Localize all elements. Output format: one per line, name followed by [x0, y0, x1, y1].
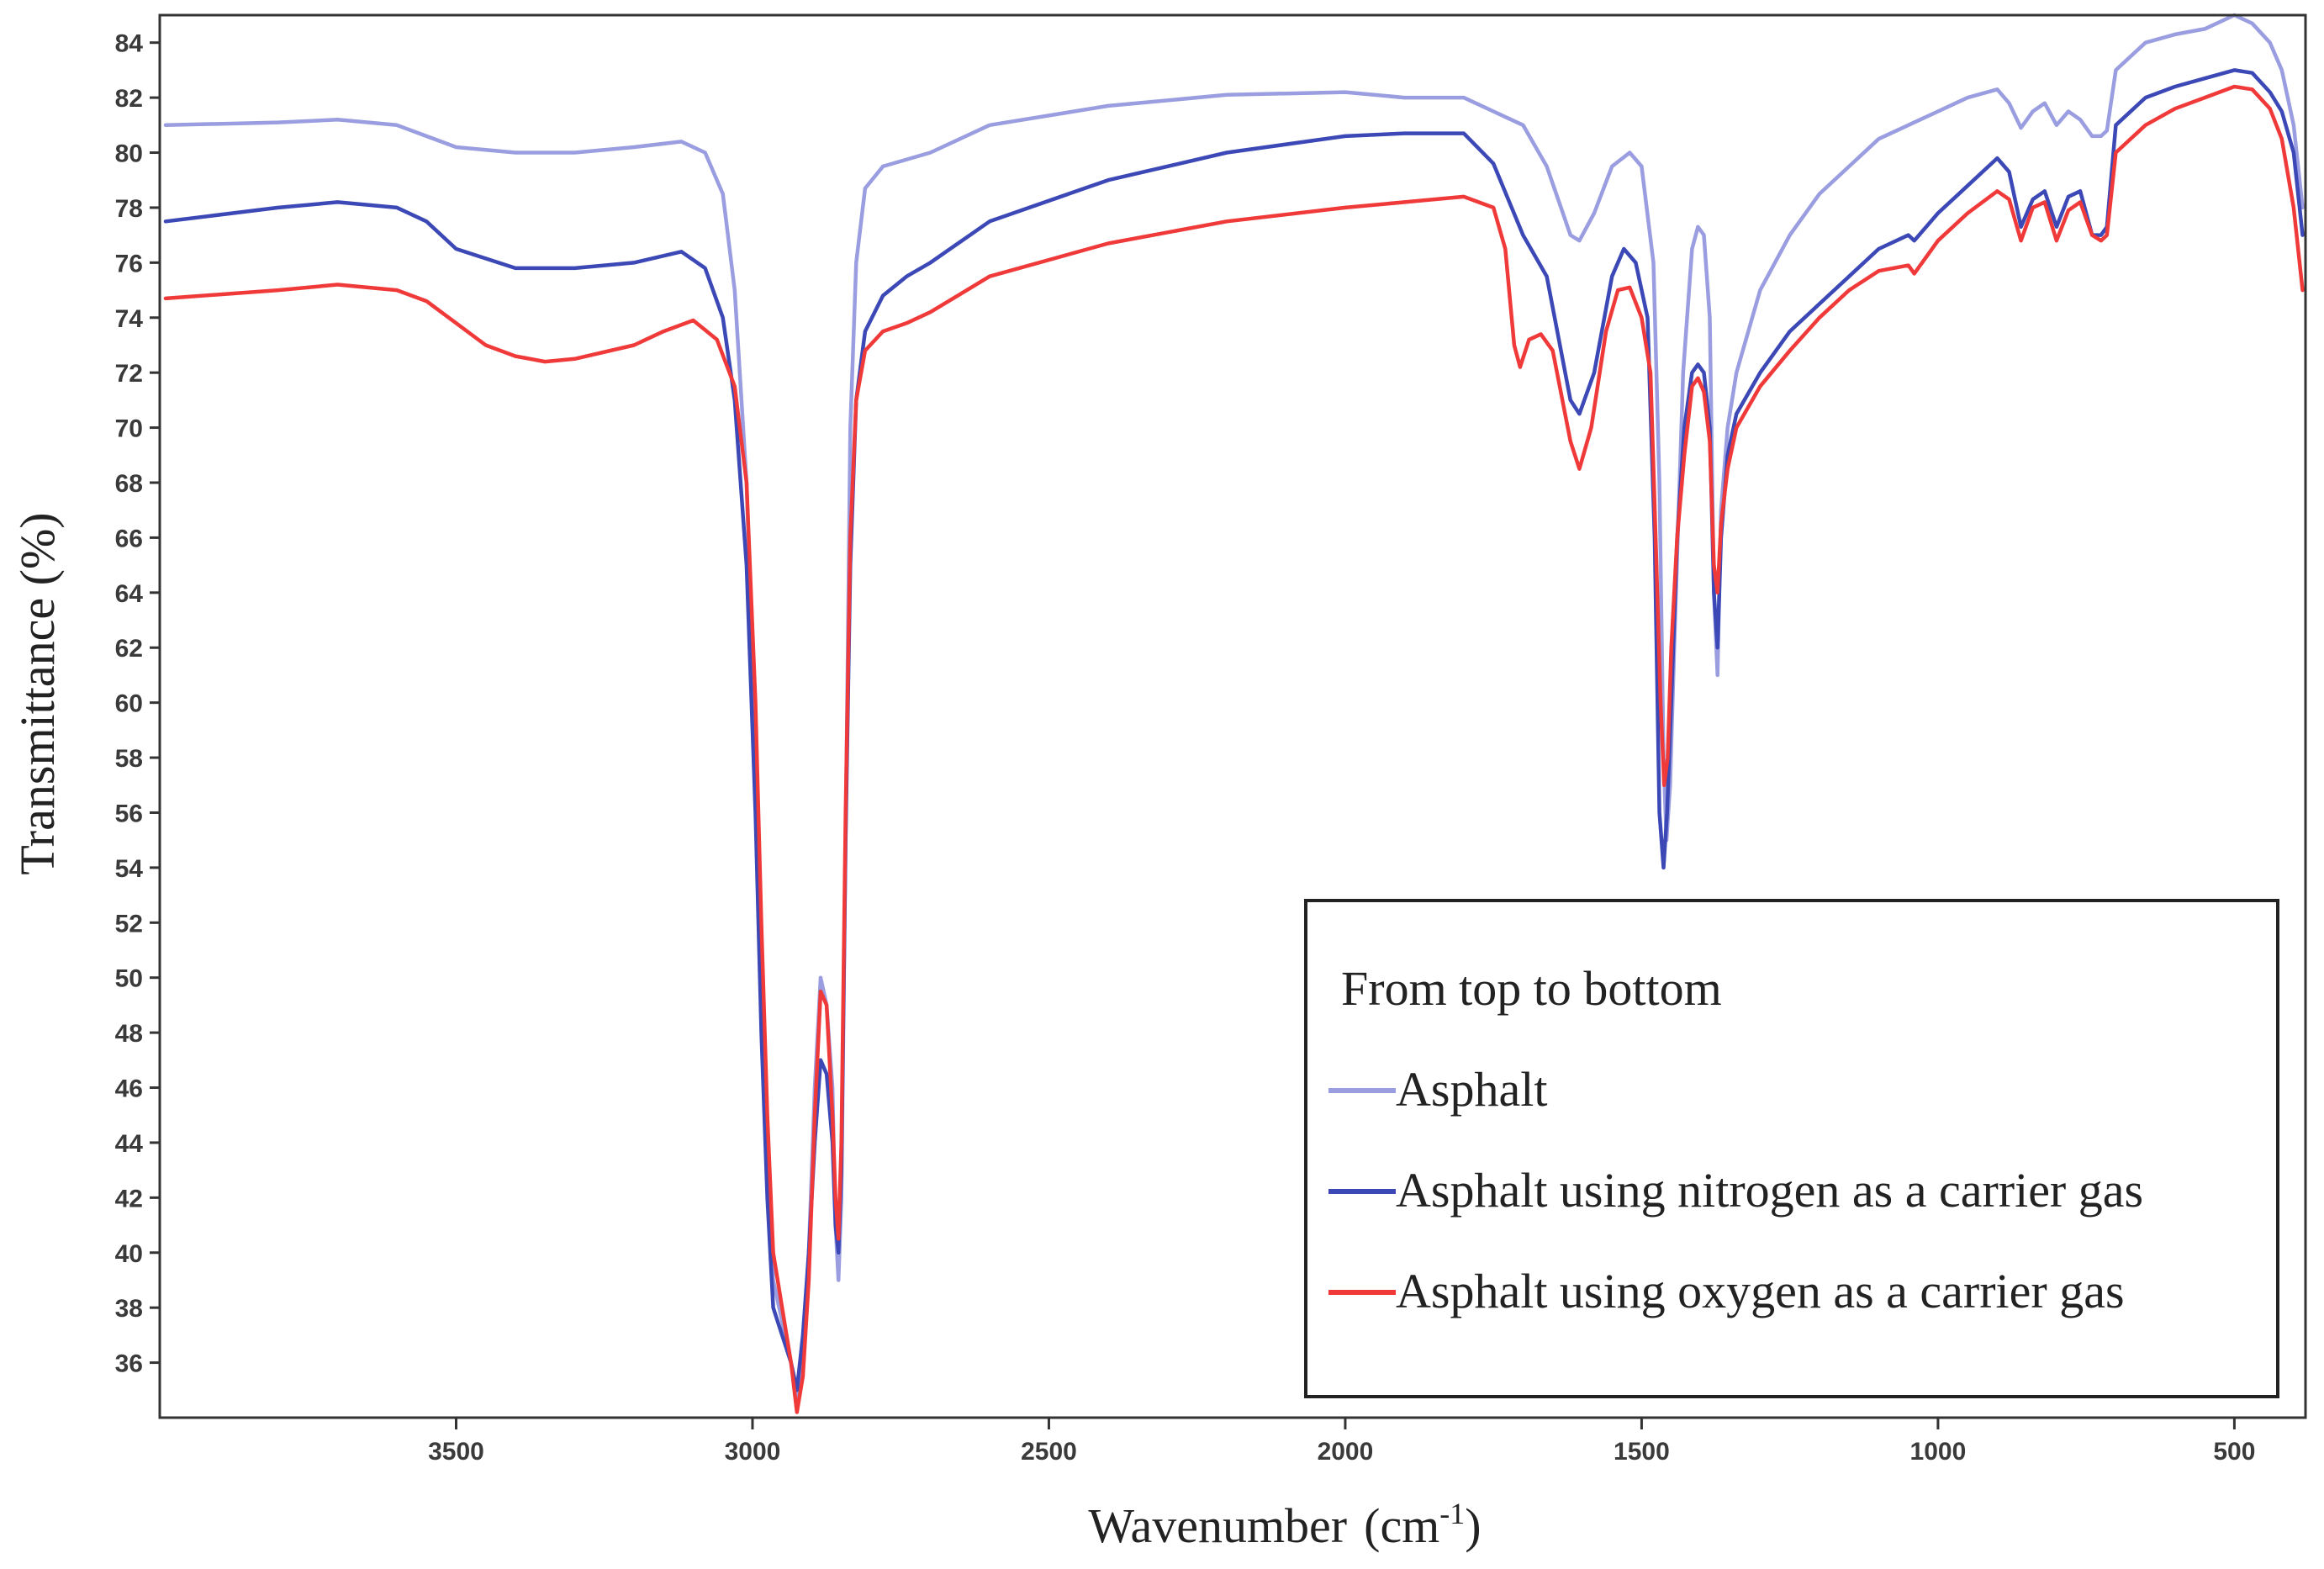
y-tick-label: 56 — [115, 800, 143, 827]
y-tick-label: 80 — [115, 140, 143, 168]
legend-entry-nitrogen: Asphalt using nitrogen as a carrier gas — [1396, 1163, 2143, 1218]
y-tick-label: 60 — [115, 690, 143, 718]
y-axis-title: Transmittance (%) — [10, 512, 65, 874]
y-tick-label: 70 — [115, 415, 143, 443]
y-tick-label: 84 — [115, 30, 144, 58]
y-tick-label: 46 — [115, 1075, 143, 1103]
y-tick-label: 66 — [115, 525, 143, 552]
series-lines — [163, 13, 2305, 1414]
y-tick-labels: 36 38 40 42 44 46 48 50 52 54 56 58 60 62 64 66 68 70 72 74… — [115, 30, 144, 1378]
y-tick-label: 74 — [115, 305, 144, 333]
x-axis-title-main: Wavenumber — [1088, 1498, 1347, 1553]
x-tick-label: 2000 — [1318, 1438, 1374, 1466]
legend-entry-oxygen: Asphalt using oxygen as a carrier gas — [1396, 1264, 2125, 1318]
y-tick-label: 58 — [115, 745, 143, 773]
y-tick-label: 54 — [115, 855, 144, 883]
x-axis-title-unit-sup: -1 — [1439, 1497, 1465, 1530]
y-tick-label: 42 — [115, 1185, 143, 1212]
tick-marks — [150, 41, 2236, 1429]
y-tick-label: 40 — [115, 1240, 143, 1268]
y-tick-label: 44 — [115, 1130, 144, 1158]
y-tick-label: 64 — [115, 580, 144, 608]
series-line-oxygen — [163, 84, 2305, 1414]
x-tick-label: 500 — [2213, 1438, 2255, 1466]
y-tick-label: 72 — [115, 360, 143, 388]
x-axis-title: Wavenumber (cm-1) — [1088, 1497, 1481, 1553]
legend-box — [1304, 899, 2279, 1398]
y-tick-label: 62 — [115, 635, 143, 663]
legend: From top to bottom Asphalt Asphalt using… — [1304, 899, 2279, 1398]
x-tick-label: 1000 — [1910, 1438, 1967, 1466]
x-axis-title-unit-open: (cm — [1364, 1498, 1439, 1553]
y-tick-label: 78 — [115, 195, 143, 223]
legend-entry-asphalt: Asphalt — [1396, 1062, 1547, 1117]
series-line-nitrogen — [163, 68, 2305, 1392]
x-tick-labels: 3500 3000 2500 2000 1500 1000 500 — [428, 1438, 2255, 1466]
y-tick-label: 50 — [115, 965, 143, 993]
plot-frame — [158, 13, 2307, 1419]
y-tick-label: 36 — [115, 1350, 143, 1378]
y-tick-label: 76 — [115, 250, 143, 277]
y-tick-label: 38 — [115, 1295, 143, 1323]
legend-title: From top to bottom — [1341, 961, 1722, 1016]
y-tick-label: 52 — [115, 910, 143, 938]
x-tick-label: 2500 — [1021, 1438, 1077, 1466]
x-tick-label: 1500 — [1614, 1438, 1670, 1466]
x-tick-label: 3500 — [428, 1438, 484, 1466]
x-tick-label: 3000 — [725, 1438, 781, 1466]
y-tick-label: 68 — [115, 470, 143, 498]
x-axis-title-unit-close: ) — [1465, 1498, 1481, 1553]
y-tick-label: 48 — [115, 1020, 143, 1048]
y-tick-label: 82 — [115, 85, 143, 113]
